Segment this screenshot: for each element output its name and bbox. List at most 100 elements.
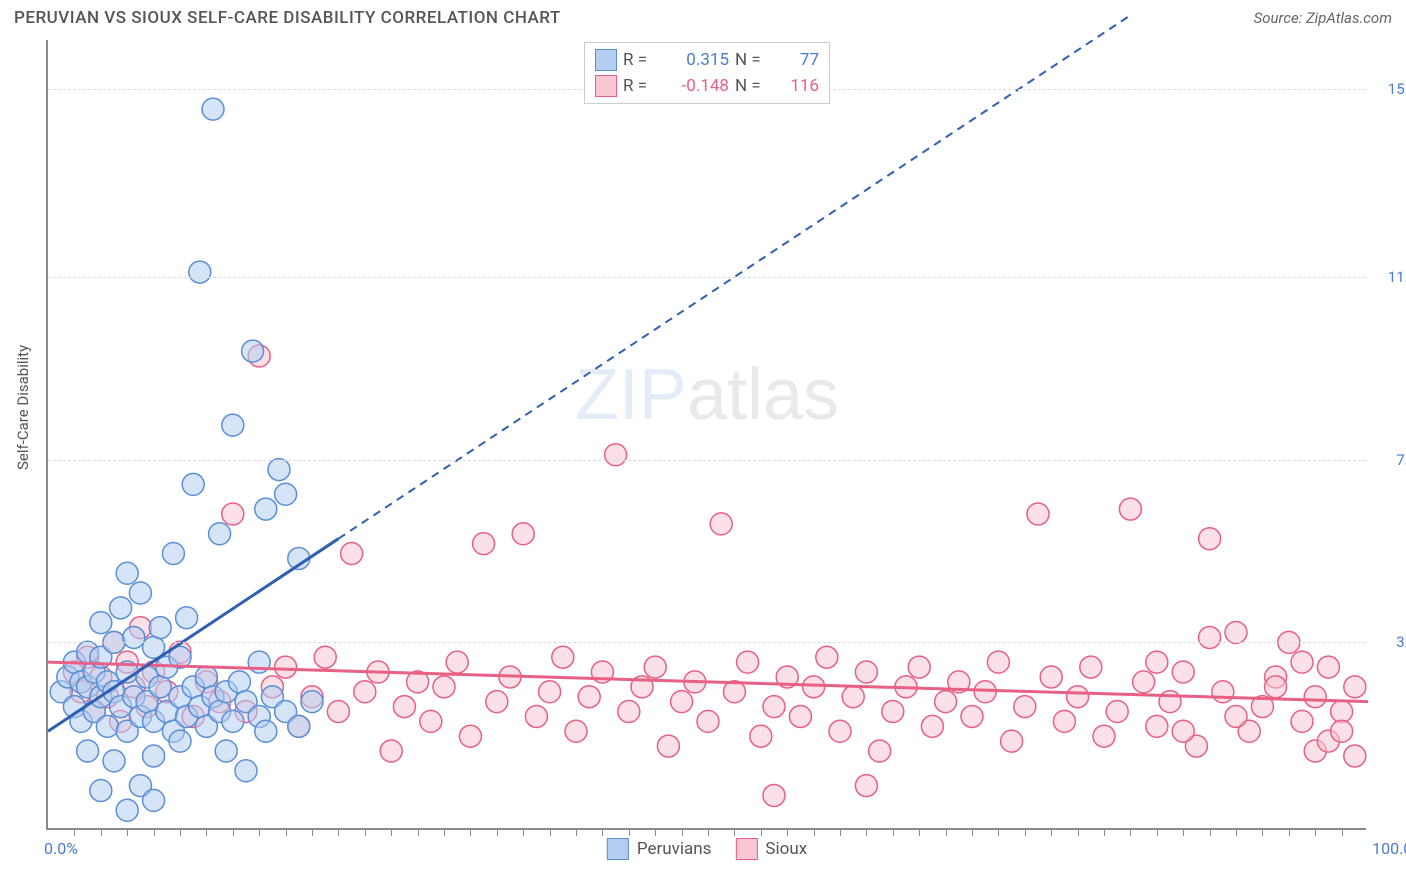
data-point	[1053, 710, 1075, 732]
data-point	[222, 414, 244, 436]
data-point	[539, 681, 561, 703]
data-point	[314, 646, 336, 668]
x-tick	[523, 828, 524, 836]
data-point	[116, 799, 138, 821]
data-point	[222, 503, 244, 525]
data-point	[327, 701, 349, 723]
y-tick-label: 3.8%	[1396, 633, 1406, 651]
data-point	[96, 715, 118, 737]
legend-series: Peruvians Sioux	[607, 838, 807, 860]
x-tick	[391, 828, 392, 836]
legend-item-sioux: Sioux	[735, 838, 807, 860]
data-point	[1067, 686, 1089, 708]
data-point	[1027, 503, 1049, 525]
x-tick	[418, 828, 419, 836]
chart-plot-area: ZIPatlas R = 0.315 N = 77 R = -0.148 N =…	[46, 40, 1366, 830]
data-point	[525, 705, 547, 727]
x-tick	[1236, 828, 1237, 836]
data-point	[129, 582, 151, 604]
data-point	[869, 740, 891, 762]
gridline-h	[48, 277, 1366, 278]
data-point	[1014, 696, 1036, 718]
data-point	[275, 656, 297, 678]
x-tick	[1025, 828, 1026, 836]
data-point	[486, 691, 508, 713]
data-point	[268, 459, 290, 481]
x-tick	[550, 828, 551, 836]
x-tick	[655, 828, 656, 836]
data-point	[103, 750, 125, 772]
x-tick	[1051, 828, 1052, 836]
data-point	[215, 740, 237, 762]
data-point	[1304, 686, 1326, 708]
data-point	[90, 780, 112, 802]
data-point	[209, 523, 231, 545]
x-tick	[787, 828, 788, 836]
data-point	[1225, 622, 1247, 644]
data-point	[255, 720, 277, 742]
x-tick	[312, 828, 313, 836]
data-point	[433, 676, 455, 698]
x-tick	[708, 828, 709, 836]
data-point	[459, 725, 481, 747]
data-point	[1317, 656, 1339, 678]
data-point	[1212, 681, 1234, 703]
swatch-peruvians	[595, 49, 617, 71]
data-point	[1291, 710, 1313, 732]
data-point	[1159, 691, 1181, 713]
x-tick	[286, 828, 287, 836]
x-tick	[998, 828, 999, 836]
data-point	[657, 735, 679, 757]
header: PERUVIAN VS SIOUX SELF-CARE DISABILITY C…	[0, 0, 1406, 34]
x-tick	[972, 828, 973, 836]
legend-stats-row-peruvians: R = 0.315 N = 77	[595, 47, 819, 73]
data-point	[829, 720, 851, 742]
x-tick	[1183, 828, 1184, 836]
x-tick	[576, 828, 577, 836]
x-tick	[206, 828, 207, 836]
x-tick	[734, 828, 735, 836]
y-tick-label: 7.5%	[1396, 451, 1406, 469]
x-tick	[1130, 828, 1131, 836]
x-tick	[919, 828, 920, 836]
data-point	[116, 562, 138, 584]
data-point	[1093, 725, 1115, 747]
data-point	[202, 98, 224, 120]
y-tick-label: 11.2%	[1388, 268, 1406, 286]
data-point	[1106, 701, 1128, 723]
data-point	[1172, 720, 1194, 742]
data-point	[149, 676, 171, 698]
x-tick	[74, 828, 75, 836]
data-point	[935, 691, 957, 713]
data-point	[143, 745, 165, 767]
data-point	[77, 740, 99, 762]
swatch-sioux-icon	[735, 838, 757, 860]
gridline-h	[48, 642, 1366, 643]
data-point	[1331, 720, 1353, 742]
data-point	[90, 612, 112, 634]
data-point	[763, 784, 785, 806]
data-point	[789, 705, 811, 727]
data-point	[143, 789, 165, 811]
legend-item-peruvians: Peruvians	[607, 838, 712, 860]
data-point	[1119, 498, 1141, 520]
data-point	[1199, 626, 1221, 648]
x-tick	[761, 828, 762, 836]
data-point	[1344, 676, 1366, 698]
x-tick	[180, 828, 181, 836]
data-point	[737, 651, 759, 673]
x-tick	[127, 828, 128, 836]
source-label: Source: ZipAtlas.com	[1254, 9, 1392, 27]
data-point	[671, 691, 693, 713]
x-tick	[497, 828, 498, 836]
data-point	[110, 597, 132, 619]
data-point	[1225, 705, 1247, 727]
x-tick	[602, 828, 603, 836]
data-point	[842, 686, 864, 708]
data-point	[420, 710, 442, 732]
data-point	[1199, 528, 1221, 550]
data-point	[169, 730, 191, 752]
data-point	[380, 740, 402, 762]
data-point	[855, 661, 877, 683]
x-tick	[101, 828, 102, 836]
